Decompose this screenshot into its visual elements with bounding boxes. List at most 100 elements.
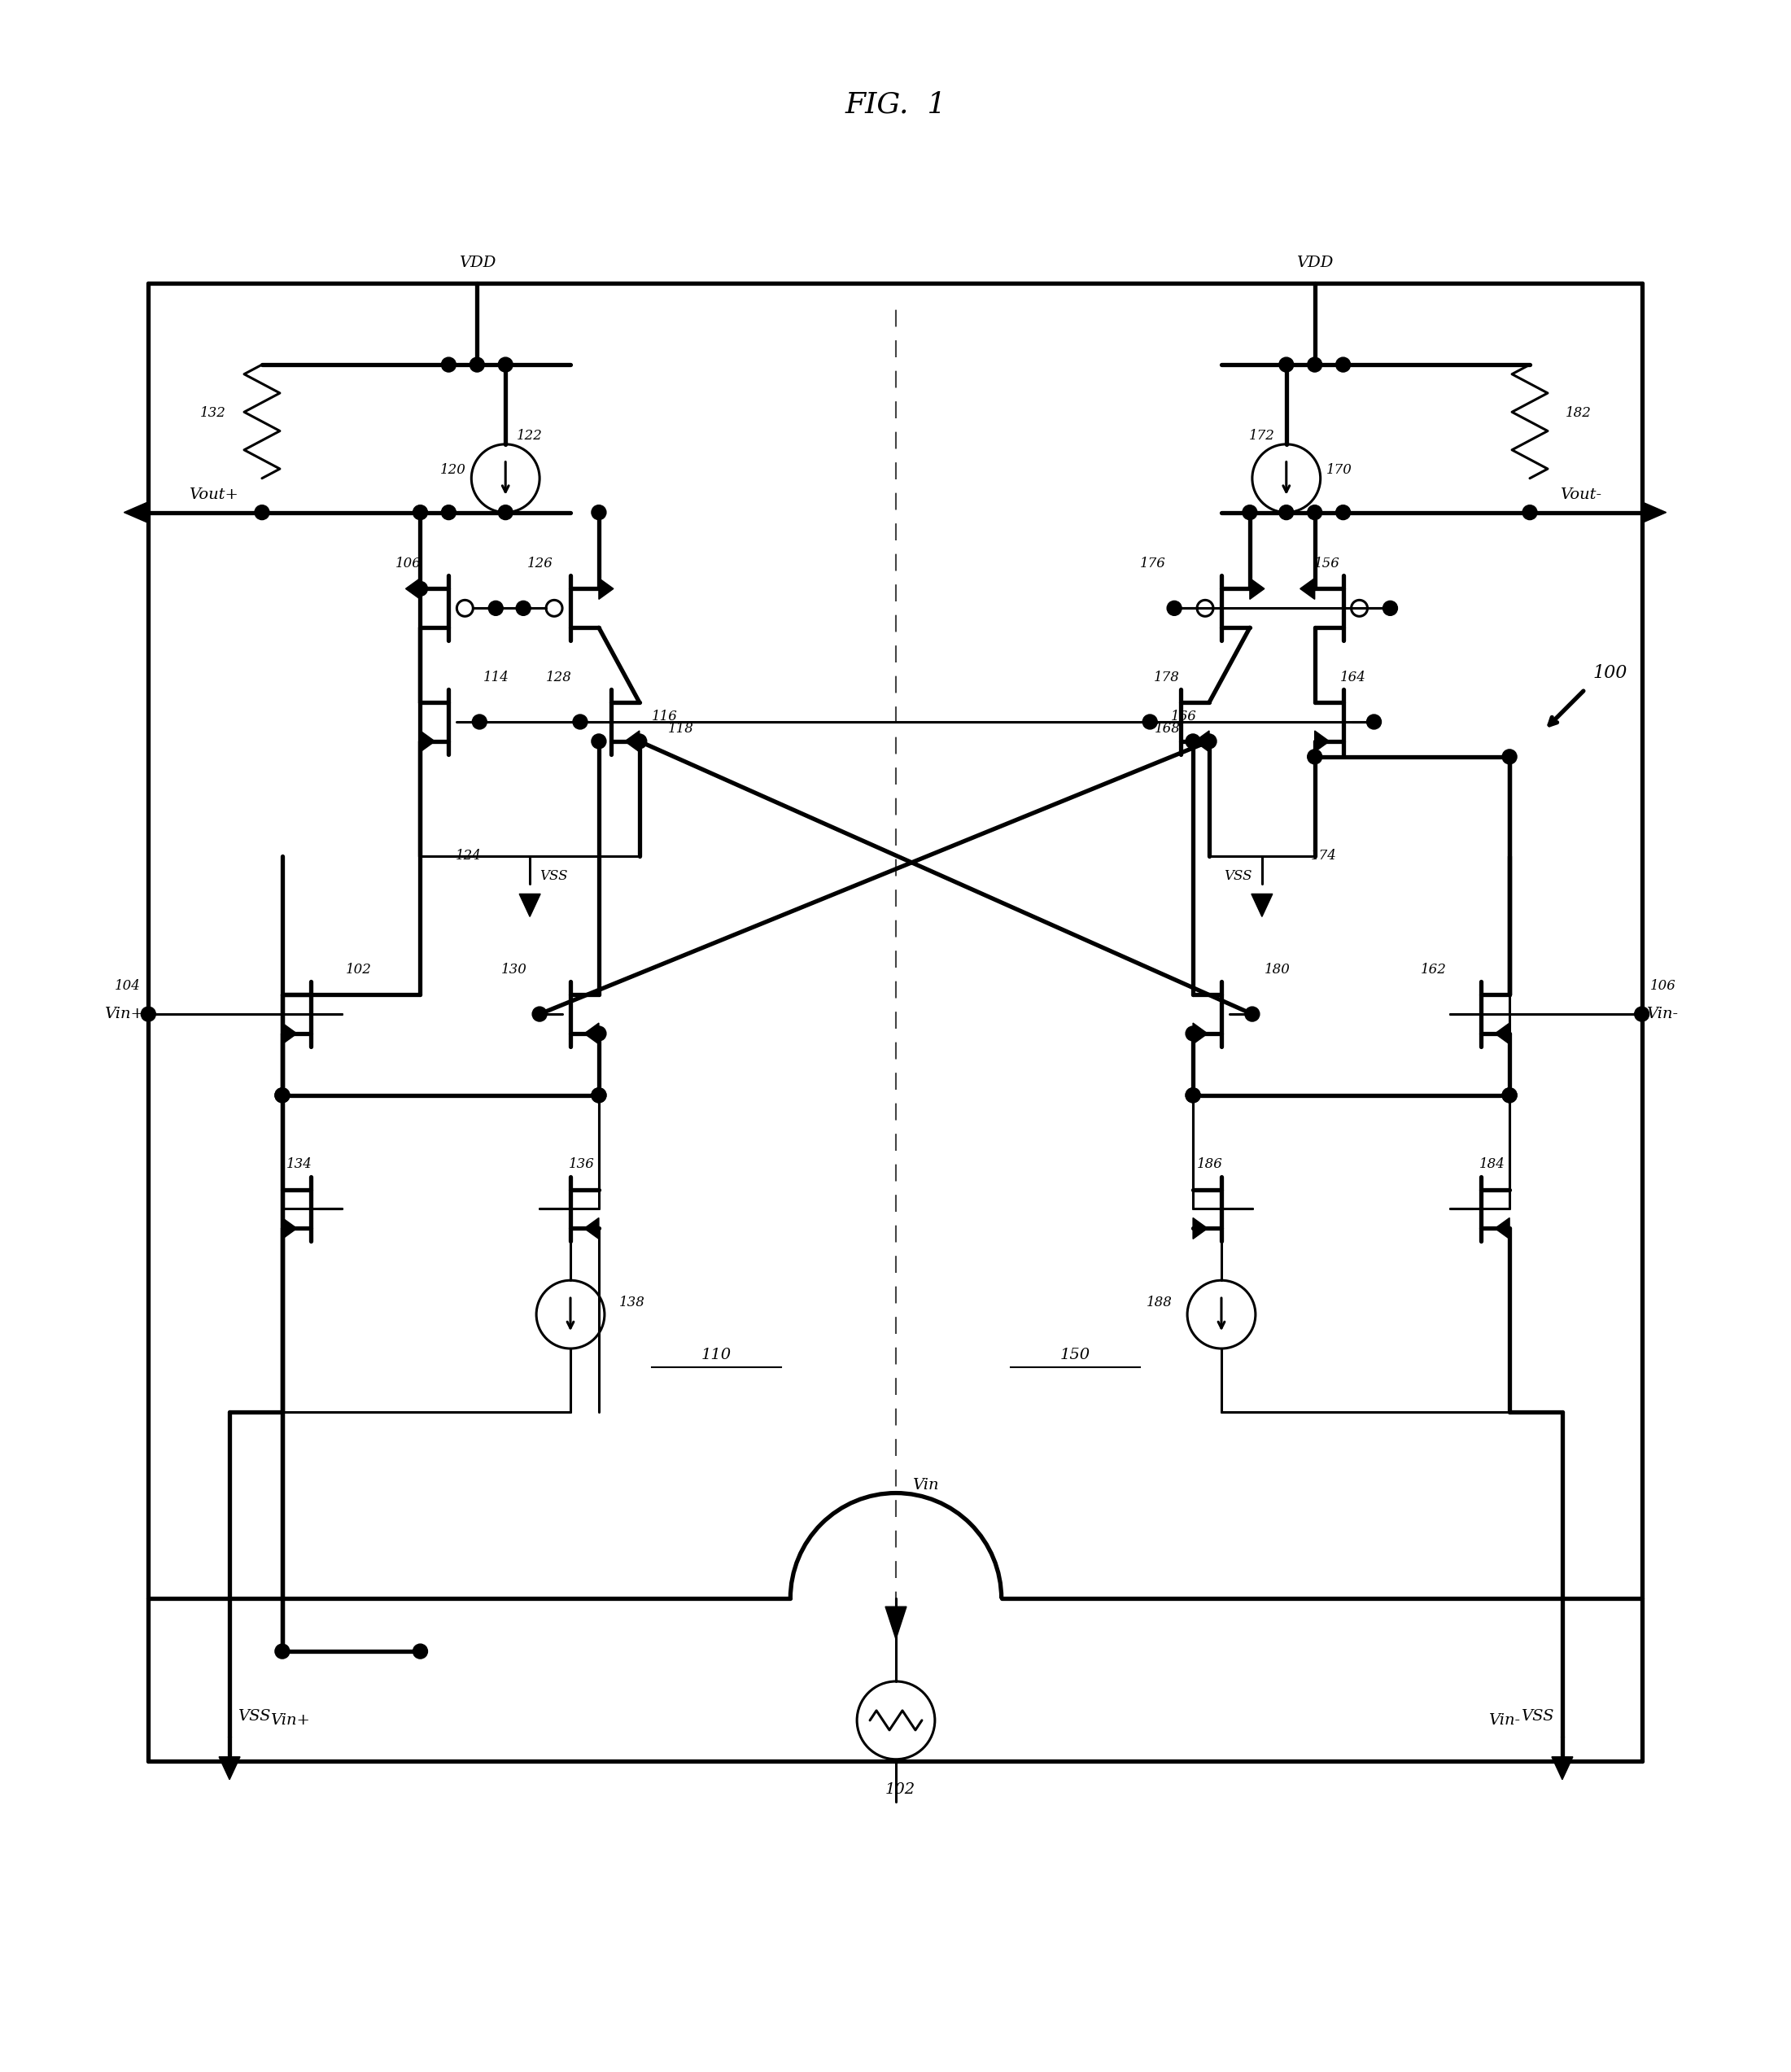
Circle shape bbox=[1245, 1007, 1259, 1021]
Text: Vin+: Vin+ bbox=[104, 1007, 145, 1021]
Text: VSS: VSS bbox=[1225, 868, 1252, 883]
Circle shape bbox=[1336, 506, 1350, 520]
Text: 162: 162 bbox=[1420, 963, 1445, 976]
Circle shape bbox=[1243, 506, 1257, 520]
Polygon shape bbox=[283, 1218, 297, 1239]
Circle shape bbox=[1307, 506, 1322, 520]
Text: 134: 134 bbox=[287, 1158, 312, 1171]
Polygon shape bbox=[1315, 731, 1329, 752]
Circle shape bbox=[591, 1088, 605, 1102]
Polygon shape bbox=[885, 1606, 906, 1639]
Text: 180: 180 bbox=[1264, 963, 1290, 976]
Text: 106: 106 bbox=[396, 557, 421, 570]
Text: 182: 182 bbox=[1565, 406, 1592, 421]
Text: 100: 100 bbox=[1594, 665, 1628, 682]
Circle shape bbox=[1503, 750, 1517, 765]
Text: Vin: Vin bbox=[912, 1477, 938, 1492]
Text: 150: 150 bbox=[1060, 1347, 1091, 1363]
Circle shape bbox=[498, 356, 512, 373]
Circle shape bbox=[532, 1007, 546, 1021]
Polygon shape bbox=[584, 1024, 598, 1044]
Circle shape bbox=[276, 1643, 290, 1658]
Circle shape bbox=[469, 356, 484, 373]
Polygon shape bbox=[219, 1757, 240, 1780]
Circle shape bbox=[1307, 356, 1322, 373]
Circle shape bbox=[276, 1088, 290, 1102]
Text: 128: 128 bbox=[546, 669, 571, 684]
Circle shape bbox=[414, 1643, 428, 1658]
Circle shape bbox=[276, 1088, 290, 1102]
Text: 102: 102 bbox=[346, 963, 371, 976]
Circle shape bbox=[1202, 733, 1216, 748]
Polygon shape bbox=[1195, 731, 1209, 752]
Polygon shape bbox=[1193, 1024, 1207, 1044]
Circle shape bbox=[591, 1088, 605, 1102]
Text: 132: 132 bbox=[201, 406, 226, 421]
Polygon shape bbox=[283, 1024, 297, 1044]
Circle shape bbox=[591, 506, 605, 520]
Text: 174: 174 bbox=[1311, 850, 1336, 862]
Polygon shape bbox=[1495, 1024, 1510, 1044]
Polygon shape bbox=[1250, 578, 1264, 599]
Circle shape bbox=[1367, 715, 1381, 729]
Polygon shape bbox=[625, 731, 639, 752]
Circle shape bbox=[1522, 506, 1537, 520]
Polygon shape bbox=[519, 893, 541, 916]
Text: 118: 118 bbox=[668, 723, 693, 736]
Circle shape bbox=[1186, 1026, 1200, 1040]
Circle shape bbox=[414, 582, 428, 597]
Circle shape bbox=[1503, 1088, 1517, 1102]
Text: 130: 130 bbox=[501, 963, 527, 976]
Circle shape bbox=[1186, 1088, 1200, 1102]
Text: VDD: VDD bbox=[458, 255, 496, 271]
Text: 114: 114 bbox=[484, 669, 509, 684]
Polygon shape bbox=[1252, 893, 1273, 916]
Circle shape bbox=[1383, 601, 1397, 615]
Circle shape bbox=[498, 506, 512, 520]
Text: 102: 102 bbox=[885, 1782, 915, 1796]
Text: 186: 186 bbox=[1196, 1158, 1223, 1171]
Circle shape bbox=[1336, 356, 1350, 373]
Polygon shape bbox=[584, 1218, 598, 1239]
Polygon shape bbox=[1551, 1757, 1572, 1780]
Circle shape bbox=[141, 1007, 156, 1021]
Circle shape bbox=[1307, 750, 1322, 765]
Text: Vin-: Vin- bbox=[1488, 1714, 1521, 1728]
Text: 120: 120 bbox=[441, 464, 466, 477]
Circle shape bbox=[573, 715, 587, 729]
Circle shape bbox=[1186, 1088, 1200, 1102]
Circle shape bbox=[1279, 506, 1293, 520]
Text: 104: 104 bbox=[115, 978, 140, 992]
Circle shape bbox=[473, 715, 487, 729]
Text: FIG.  1: FIG. 1 bbox=[845, 91, 947, 118]
Text: 184: 184 bbox=[1479, 1158, 1506, 1171]
Text: 166: 166 bbox=[1171, 711, 1196, 723]
Polygon shape bbox=[1300, 578, 1315, 599]
Circle shape bbox=[414, 506, 428, 520]
Text: VSS: VSS bbox=[238, 1709, 270, 1724]
Polygon shape bbox=[598, 578, 614, 599]
Circle shape bbox=[254, 506, 269, 520]
Polygon shape bbox=[1193, 1218, 1207, 1239]
Text: 124: 124 bbox=[455, 850, 482, 862]
Polygon shape bbox=[421, 731, 435, 752]
Text: 168: 168 bbox=[1155, 723, 1180, 736]
Text: 176: 176 bbox=[1141, 557, 1166, 570]
Circle shape bbox=[591, 1026, 605, 1040]
Text: 122: 122 bbox=[518, 429, 543, 443]
Circle shape bbox=[441, 356, 457, 373]
Polygon shape bbox=[405, 578, 421, 599]
Text: 136: 136 bbox=[570, 1158, 595, 1171]
Text: Vin+: Vin+ bbox=[270, 1714, 310, 1728]
Polygon shape bbox=[1495, 1218, 1510, 1239]
Text: 110: 110 bbox=[702, 1347, 733, 1363]
Text: VSS: VSS bbox=[539, 868, 568, 883]
Circle shape bbox=[1168, 601, 1182, 615]
Circle shape bbox=[441, 506, 457, 520]
Text: 172: 172 bbox=[1248, 429, 1275, 443]
Polygon shape bbox=[1642, 501, 1666, 522]
Text: 164: 164 bbox=[1340, 669, 1367, 684]
Circle shape bbox=[591, 733, 605, 748]
Text: 178: 178 bbox=[1153, 669, 1180, 684]
Text: 138: 138 bbox=[620, 1295, 645, 1310]
